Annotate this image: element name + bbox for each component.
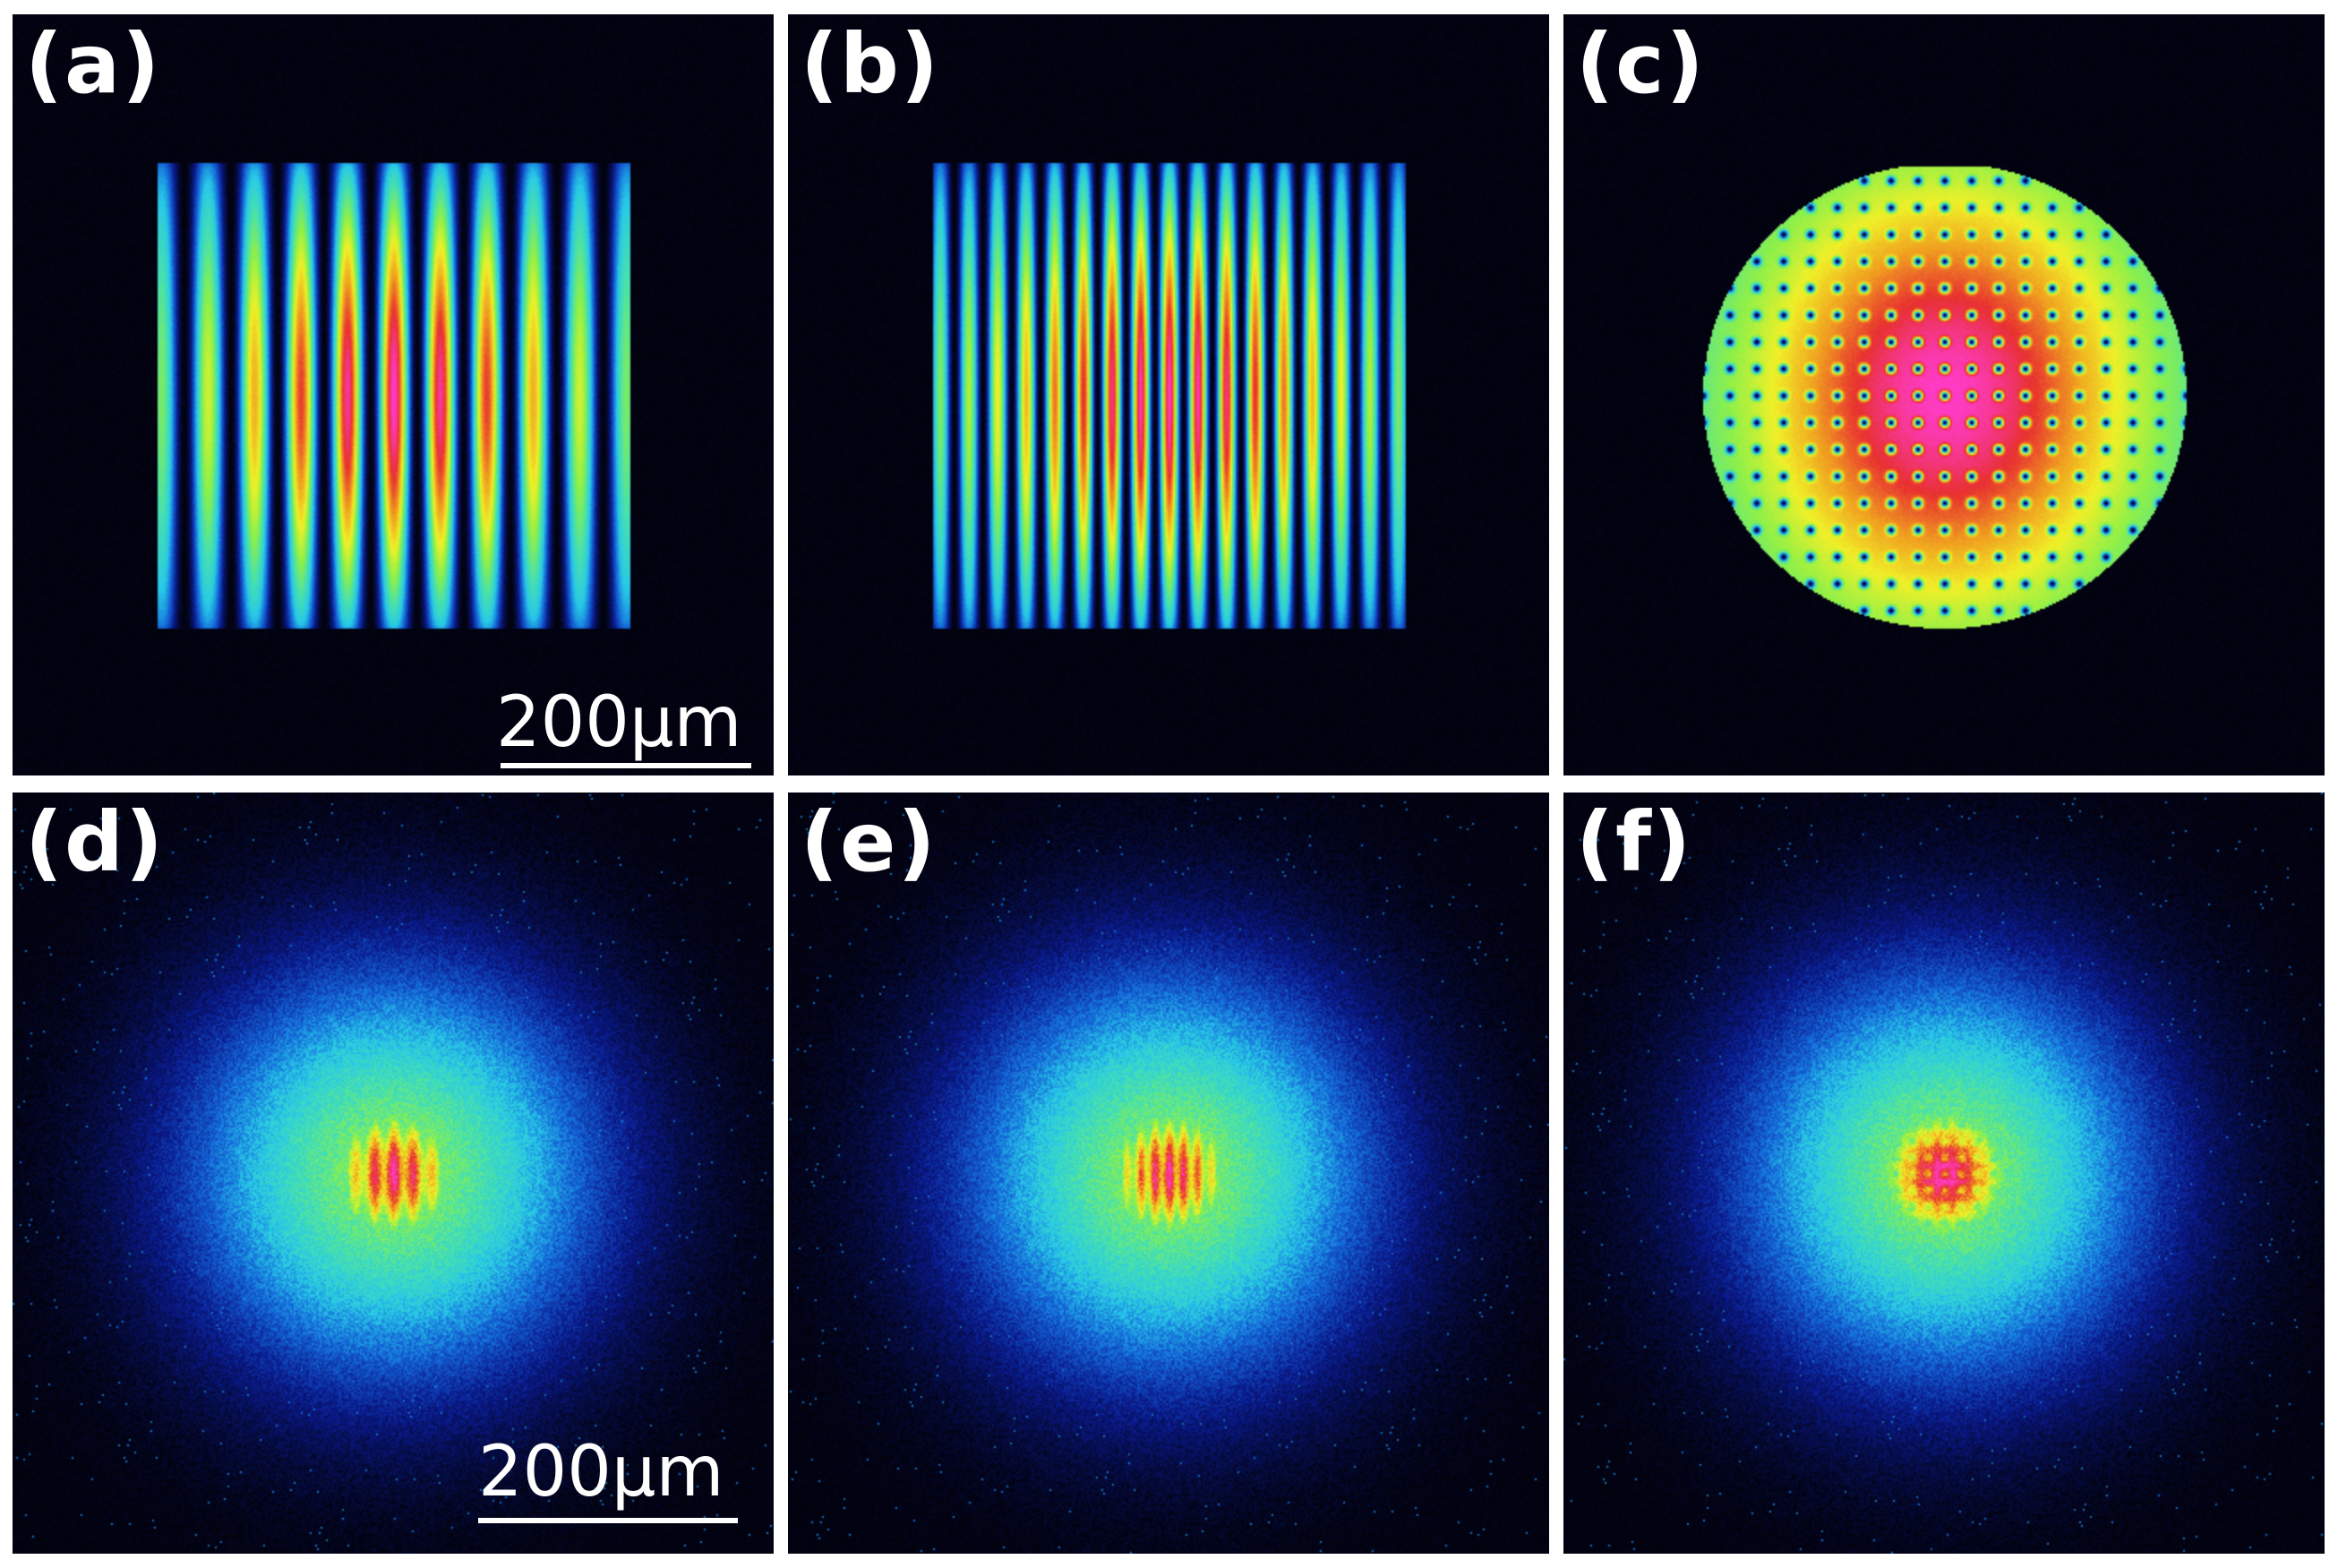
panel-b: (b) (788, 14, 1549, 775)
panel-label-e: (e) (801, 794, 938, 890)
panel-e: (e) (788, 793, 1549, 1554)
scale-bar-label-bottom: 200µm (478, 1432, 724, 1512)
panel-d: (d) 200µm (13, 793, 774, 1554)
interference-image-a (13, 14, 774, 775)
panel-label-a: (a) (25, 16, 162, 112)
scale-bar-bottom (478, 1518, 738, 1523)
panel-label-c: (c) (1576, 16, 1706, 112)
scale-bar-label-top: 200µm (496, 682, 742, 763)
panel-label-b: (b) (801, 16, 940, 112)
panel-label-d: (d) (25, 794, 165, 890)
panel-f: (f) (1563, 793, 2325, 1554)
interference-image-e (788, 793, 1549, 1554)
interference-image-f (1563, 793, 2325, 1554)
scale-bar-top (501, 763, 751, 768)
interference-image-d (13, 793, 774, 1554)
interference-image-c (1563, 14, 2325, 775)
panel-label-f: (f) (1576, 794, 1693, 890)
panel-a: (a) 200µm (13, 14, 774, 775)
panel-c: (c) (1563, 14, 2325, 775)
interference-image-b (788, 14, 1549, 775)
